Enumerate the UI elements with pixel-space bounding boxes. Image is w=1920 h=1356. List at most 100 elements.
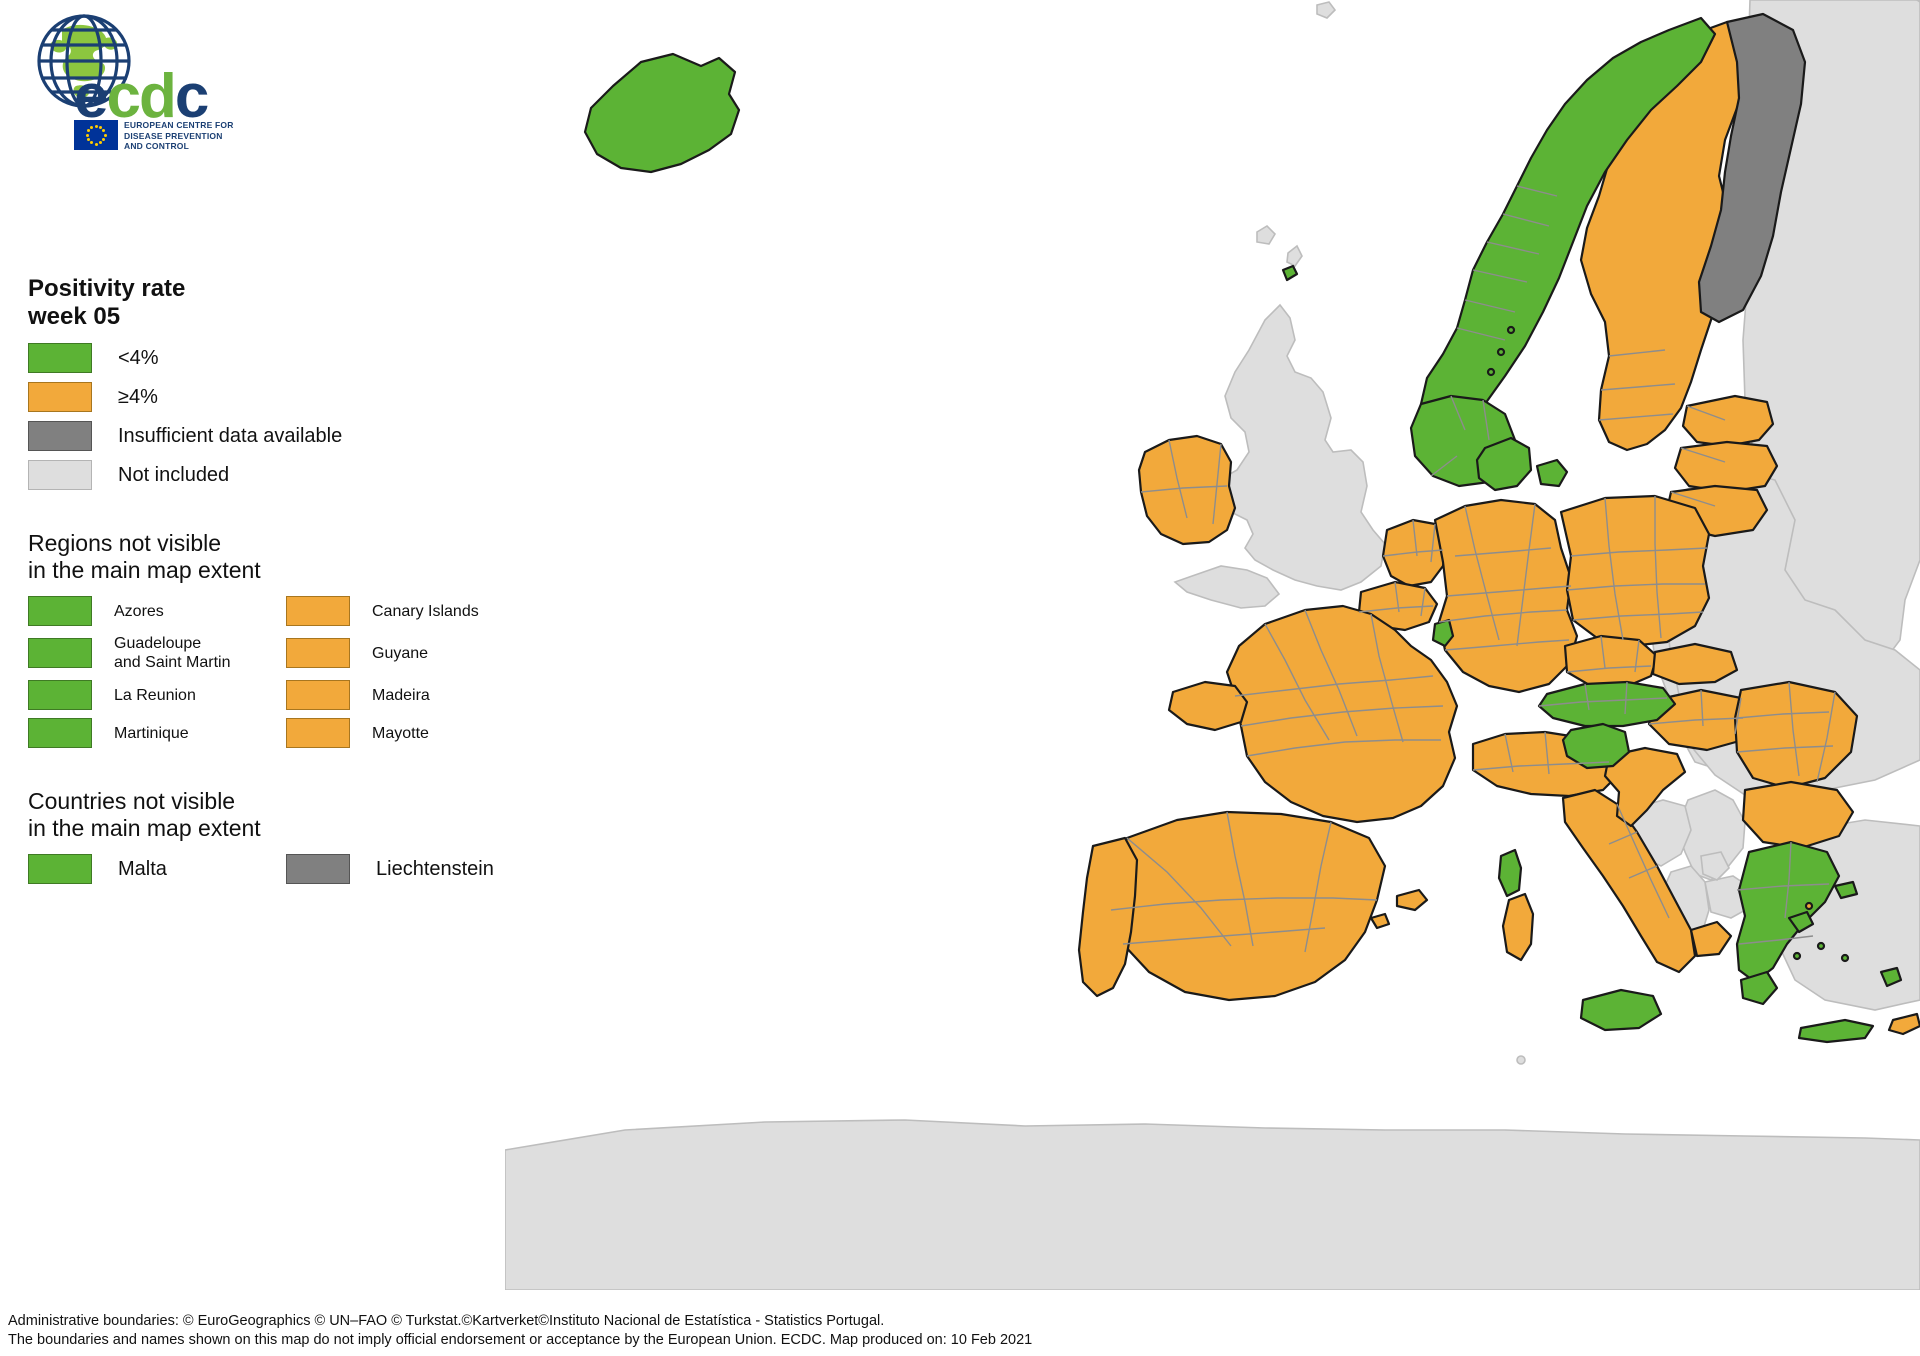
map-svg: .lnd{stroke:#1a1a1a;stroke-width:2.2;str… — [505, 0, 1920, 1290]
region-swatch-martinique — [28, 718, 92, 748]
country-swatch-liechtenstein — [286, 854, 350, 884]
region-swatch-madeira — [286, 680, 350, 710]
legend-panel: Positivity rate week 05 <4% ≥4% Insuffic… — [28, 275, 498, 884]
eu-subtitle-line1: EUROPEAN CENTRE FOR — [124, 120, 234, 130]
legend-swatch-low — [28, 343, 92, 373]
region-label-canary-islands: Canary Islands — [372, 602, 479, 620]
country-portugal — [1077, 836, 1139, 998]
island-crete — [1797, 1018, 1875, 1044]
europe-choropleth-map[interactable]: .lnd{stroke:#1a1a1a;stroke-width:2.2;str… — [505, 0, 1920, 1290]
island-speck-6 — [1792, 951, 1802, 961]
region-label-mayotte: Mayotte — [372, 724, 429, 742]
country-ireland — [1137, 434, 1237, 546]
legend-title-line2: week 05 — [28, 303, 121, 330]
country-kosovo — [1700, 851, 1730, 881]
eu-subtitle: EUROPEAN CENTRE FOR DISEASE PREVENTION A… — [124, 120, 234, 152]
country-item-malta: Malta — [28, 854, 286, 884]
region-swatch-mayotte — [286, 718, 350, 748]
island-cyprus — [1887, 1012, 1920, 1036]
island-speck-5 — [1816, 941, 1826, 951]
region-item-canary-islands: Canary Islands — [286, 596, 498, 626]
legend-item-insufficient: Insufficient data available — [28, 421, 498, 451]
country-germany — [1433, 498, 1579, 694]
island-speck-3 — [1486, 367, 1496, 377]
country-poland — [1559, 494, 1711, 648]
legend-item-low: <4% — [28, 343, 498, 373]
not-included-countries — [505, 0, 1920, 1290]
region-label-la-reunion: La Reunion — [114, 686, 196, 704]
island-shetland — [1286, 244, 1303, 268]
region-puglia — [1689, 920, 1733, 958]
legend-swatch-high — [28, 382, 92, 412]
region-label-guadeloupe-saint-martin: Guadeloupe and Saint Martin — [114, 635, 231, 671]
subnational-boundaries — [1110, 185, 1836, 953]
country-netherlands — [1381, 518, 1449, 588]
country-wales-southwest — [1173, 565, 1281, 609]
regions-legend-grid: Azores Canary Islands Guadeloupe and Sain… — [28, 596, 498, 748]
legend-label-high: ≥4% — [118, 385, 158, 408]
regions-heading-line1: Regions not visible — [28, 530, 222, 556]
region-swatch-guyane — [286, 638, 350, 668]
island-speck-7 — [1840, 953, 1850, 963]
region-item-guyane: Guyane — [286, 634, 498, 672]
island-green-small — [1281, 264, 1299, 282]
legend-item-high: ≥4% — [28, 382, 498, 412]
country-greece — [1735, 840, 1841, 984]
wordmark-c1: c — [106, 62, 141, 131]
island-speck-2 — [1496, 347, 1506, 357]
region-peloponnese — [1739, 970, 1779, 1006]
footer-line-disclaimer: The boundaries and names shown on this m… — [8, 1332, 1033, 1348]
legend-swatch-not-included — [28, 460, 92, 490]
island-corsica — [1497, 848, 1523, 898]
eu-emblem-block: EUROPEAN CENTRE FOR DISEASE PREVENTION A… — [74, 120, 234, 152]
region-item-azores: Azores — [28, 596, 286, 626]
country-bulgaria — [1741, 780, 1855, 850]
region-label-guyane: Guyane — [372, 644, 429, 662]
wordmark-d: d — [138, 62, 177, 131]
island-grey-1 — [1516, 1055, 1526, 1065]
island-rhodes — [1879, 966, 1903, 988]
low-positivity-countries — [583, 16, 1903, 1044]
legend-title: Positivity rate week 05 — [28, 275, 498, 331]
country-north-africa — [505, 1119, 1920, 1290]
countries-heading-line1: Countries not visible — [28, 788, 236, 814]
island-balearics — [1395, 888, 1429, 912]
country-switzerland — [1915, 0, 1920, 3]
country-label-malta: Malta — [118, 857, 167, 880]
regions-heading-line2: in the main map extent — [28, 557, 261, 583]
country-slovakia — [1651, 642, 1739, 686]
region-swatch-azores — [28, 596, 92, 626]
country-swatch-malta — [28, 854, 92, 884]
legend-swatch-insufficient — [28, 421, 92, 451]
legend-label-insufficient: Insufficient data available — [118, 424, 343, 447]
country-slovenia — [1561, 722, 1631, 770]
island-speck-4 — [1804, 901, 1814, 911]
region-label-madeira: Madeira — [372, 686, 430, 704]
countries-heading-line2: in the main map extent — [28, 815, 261, 841]
map-footer-notes: Administrative boundaries: © EuroGeograp… — [8, 1312, 1032, 1350]
region-swatch-guadeloupe-saint-martin — [28, 638, 92, 668]
country-romania — [1733, 680, 1859, 790]
island-zealand — [1535, 458, 1569, 488]
globe-icon — [37, 14, 131, 108]
high-positivity-countries — [1077, 20, 1920, 1036]
island-sardinia — [1501, 892, 1535, 962]
country-label-liechtenstein: Liechtenstein — [376, 857, 494, 880]
country-croatia — [1603, 746, 1687, 828]
island-speck-1 — [1506, 325, 1516, 335]
countries-legend-grid: Malta Liechtenstein — [28, 854, 498, 884]
legend-label-low: <4% — [118, 346, 159, 369]
country-austria — [1537, 680, 1677, 728]
region-brittany — [1167, 680, 1249, 732]
country-finland — [1697, 12, 1807, 324]
regions-section-heading: Regions not visible in the main map exte… — [28, 530, 498, 584]
region-swatch-canary-islands — [286, 596, 350, 626]
country-iceland — [583, 52, 741, 174]
region-label-martinique: Martinique — [114, 724, 189, 742]
countries-section-heading: Countries not visible in the main map ex… — [28, 788, 498, 842]
region-swatch-la-reunion — [28, 680, 92, 710]
legend-item-not-included: Not included — [28, 460, 498, 490]
region-label-azores: Azores — [114, 602, 164, 620]
country-united-kingdom — [1218, 303, 1386, 591]
country-item-liechtenstein: Liechtenstein — [286, 854, 498, 884]
